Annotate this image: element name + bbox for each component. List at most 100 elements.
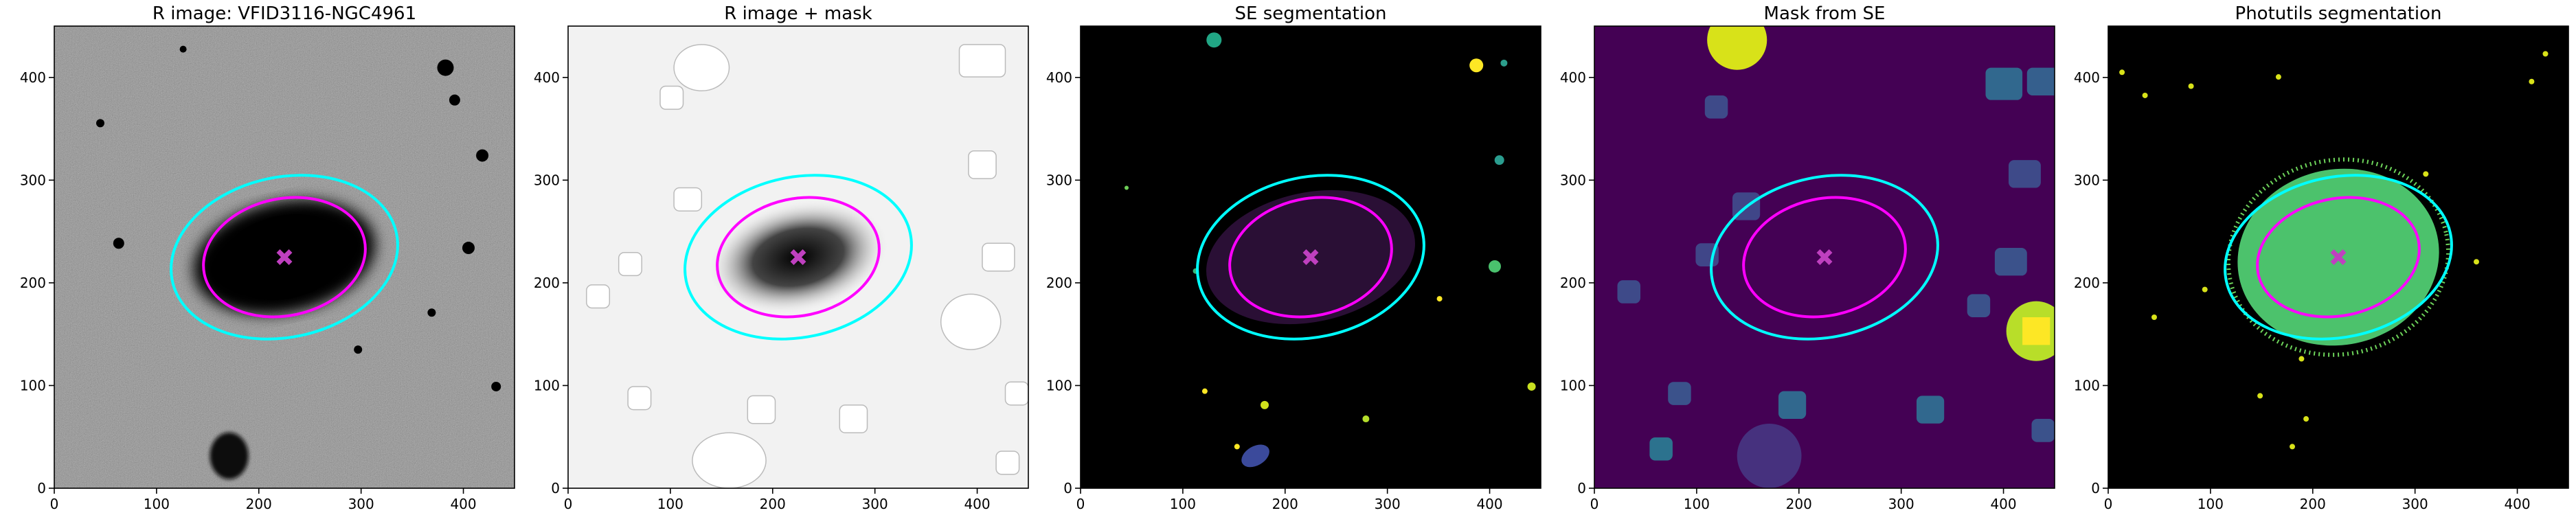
segment [1201,388,1208,394]
mask-region [2022,317,2050,345]
star [113,238,124,249]
y-tick-label: 100 [20,377,46,393]
center-marker [1816,249,1833,265]
segment [1494,155,1504,165]
star [449,94,460,106]
x-tick-label: 400 [450,496,476,512]
segment [2542,51,2549,57]
masked-region [586,284,611,309]
mask-region [2009,160,2041,188]
panel-title: Mask from SE [1764,3,1886,24]
segment-edge [2226,157,2451,357]
y-tick-label: 400 [534,69,560,86]
y-tick-label: 200 [20,275,46,291]
segment [2474,259,2479,265]
mask-region [1704,95,1728,119]
x-tick-label: 100 [144,496,170,512]
x-tick-label: 400 [1990,496,2016,512]
segment [2119,69,2125,76]
panel: Mask from SE 0 100 200 300 400 0 100 200 300 400 [1560,3,2055,512]
y-tick-label: 300 [1560,172,1586,188]
segment [1489,260,1501,273]
star [476,149,489,162]
image [1594,26,2055,488]
x-tick-label: 300 [348,496,374,512]
x-tick-label: 200 [1786,496,1812,512]
axes-frame [567,25,1029,489]
segment [2151,314,2157,320]
x-tick-label: 400 [1476,496,1502,512]
aperture-ellipse [1228,196,1393,319]
panel-title: R image: VFID3116-NGC4961 [152,3,416,24]
mask-region [1649,437,1673,461]
segment [2529,78,2535,84]
masked-region [692,432,767,488]
segment [2275,74,2281,80]
mask-region [1994,248,2027,276]
segment [2303,416,2309,422]
x-tick-label: 100 [2197,496,2224,512]
mask-region [1967,294,1991,317]
mask-region [1985,67,2023,100]
segment [2290,444,2295,450]
masked-region [618,252,642,277]
aperture-ellipse [2224,174,2453,341]
panel-title: SE segmentation [1235,3,1387,24]
x-tick-label: 0 [2104,496,2113,512]
segment [2142,92,2148,98]
masked-region [659,85,684,110]
masked-region [968,150,997,179]
masked-region [673,187,703,211]
y-tick-label: 200 [534,275,560,291]
segment [1500,59,1508,67]
star [491,381,501,391]
x-tick-label: 300 [862,496,888,512]
masked-region [982,242,1015,272]
panel: Photutils segmentation 0 100 200 300 400 0 100 2… [2074,3,2569,512]
axes-frame [1594,25,2055,489]
image [2108,26,2568,488]
center-marker [1302,249,1319,265]
star [179,45,187,53]
segment [1436,296,1443,302]
x-tick-label: 0 [1590,496,1599,512]
y-tick-label: 400 [1560,69,1586,86]
mask-region [1778,391,1807,420]
mask-region [1737,423,1802,488]
panel-title: R image + mask [724,3,872,24]
image [1081,26,1541,488]
axes-frame [2108,25,2569,489]
center-marker [2330,249,2347,265]
masked-region [1004,381,1028,406]
y-tick-label: 400 [1046,69,1072,86]
y-tick-label: 0 [551,480,560,496]
segment [1527,382,1536,391]
masked-region [958,44,1006,78]
y-tick-label: 300 [2074,172,2100,188]
axes-frame [54,25,515,489]
x-tick-label: 400 [2504,496,2530,512]
image [54,26,515,488]
mask-region [1917,396,1945,424]
y-tick-label: 0 [37,480,46,496]
aperture-ellipse [716,196,881,319]
x-tick-label: 0 [564,496,573,512]
y-tick-label: 300 [534,172,560,188]
aperture-ellipse [1710,174,1939,341]
segment [2257,393,2263,399]
mask-region [2026,67,2055,95]
y-tick-label: 400 [2074,69,2100,86]
x-tick-label: 300 [1888,496,1914,512]
star [437,59,454,76]
segment [1206,32,1222,48]
segment [1469,58,1484,73]
image [568,26,1028,488]
segment [1234,444,1240,450]
aperture-ellipse [2256,196,2421,319]
center-marker [276,249,293,265]
aperture-ellipse [170,174,399,341]
x-tick-label: 200 [246,496,272,512]
x-tick-label: 0 [1076,496,1085,512]
